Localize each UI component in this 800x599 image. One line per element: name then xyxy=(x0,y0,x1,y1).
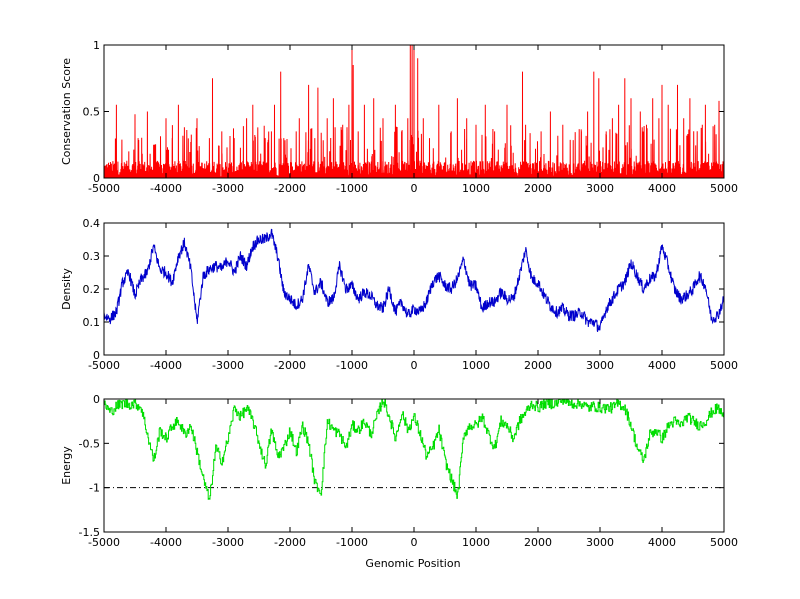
x-axis-label: Genomic Position xyxy=(365,557,460,570)
x-tick-label: 1000 xyxy=(462,536,490,549)
x-tick-label: -1000 xyxy=(336,359,368,372)
conservation-score-panel: -5000 -4000 -3000 -2000 -1000 0 1000 2000 3000 40… xyxy=(60,39,738,195)
x-tick-label: -2000 xyxy=(274,536,306,549)
x-tick-label: -3000 xyxy=(212,536,244,549)
x-tick-label: 4000 xyxy=(648,359,676,372)
y-tick-label: 0.5 xyxy=(83,106,101,119)
x-tick-label: -1000 xyxy=(336,182,368,195)
x-tick-label: -2000 xyxy=(274,182,306,195)
y-tick-label: 1 xyxy=(93,39,100,52)
y-tick-label: -1 xyxy=(89,482,100,495)
x-tick-label: 1000 xyxy=(462,359,490,372)
y-tick-label: 0 xyxy=(93,393,100,406)
x-tick-label: 4000 xyxy=(648,536,676,549)
y-tick-label: 0.1 xyxy=(83,316,101,329)
y-tick-label: 0.2 xyxy=(83,283,101,296)
y-axis-label: Conservation Score xyxy=(60,58,73,165)
x-tick-label: 0 xyxy=(411,359,418,372)
x-tick-label: 3000 xyxy=(586,182,614,195)
x-tick-label: 2000 xyxy=(524,536,552,549)
y-axis-label: Energy xyxy=(60,446,73,485)
y-tick-label: -0.5 xyxy=(79,437,100,450)
y-tick-label: -1.5 xyxy=(79,526,100,539)
x-tick-label: 0 xyxy=(411,536,418,549)
x-tick-label: 3000 xyxy=(586,536,614,549)
y-tick-label: 0.4 xyxy=(83,217,101,230)
x-tick-label: -5000 xyxy=(88,359,120,372)
x-tick-label: -2000 xyxy=(274,359,306,372)
x-tick-label: -5000 xyxy=(88,182,120,195)
x-tick-label: 3000 xyxy=(586,359,614,372)
x-tick-label: 4000 xyxy=(648,182,676,195)
series-line-0 xyxy=(104,228,724,332)
x-tick-label: -4000 xyxy=(150,536,182,549)
x-tick-label: -5000 xyxy=(88,536,120,549)
y-tick-label: 0 xyxy=(93,172,100,185)
x-tick-label: 1000 xyxy=(462,182,490,195)
x-tick-label: 5000 xyxy=(710,182,738,195)
y-axis-label: Density xyxy=(60,268,73,310)
series-line-0 xyxy=(104,399,724,500)
series-line-0 xyxy=(104,45,724,178)
x-tick-label: -3000 xyxy=(212,182,244,195)
density-panel: -5000 -4000 -3000 -2000 -1000 0 1000 2000 3000 40… xyxy=(60,217,738,372)
x-tick-label: -1000 xyxy=(336,536,368,549)
x-tick-label: 2000 xyxy=(524,182,552,195)
y-tick-label: 0 xyxy=(93,349,100,362)
x-tick-label: 0 xyxy=(411,182,418,195)
x-tick-label: 2000 xyxy=(524,359,552,372)
x-tick-label: 5000 xyxy=(710,359,738,372)
y-tick-label: 0.3 xyxy=(83,250,101,263)
x-tick-label: 5000 xyxy=(710,536,738,549)
energy-panel: -5000 -4000 -3000 -2000 -1000 0 1000 2000 3000 40… xyxy=(60,393,738,549)
x-tick-label: -3000 xyxy=(212,359,244,372)
x-tick-label: -4000 xyxy=(150,182,182,195)
x-tick-label: -4000 xyxy=(150,359,182,372)
